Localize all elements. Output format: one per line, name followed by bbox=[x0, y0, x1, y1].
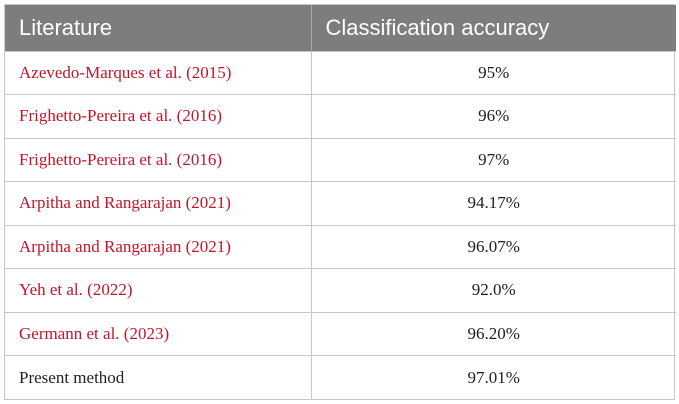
literature-citation-link[interactable]: Arpitha and Rangarajan (2021) bbox=[5, 181, 312, 225]
accuracy-value: 94.17% bbox=[311, 181, 676, 225]
table-header: Literature Classification accuracy bbox=[5, 5, 676, 51]
accuracy-value: 95% bbox=[311, 50, 676, 95]
table-row: Frighetto-Pereira et al. (2016) 97% bbox=[5, 137, 676, 182]
literature-citation-link[interactable]: Yeh et al. (2022) bbox=[5, 268, 312, 312]
literature-citation-link[interactable]: Frighetto-Pereira et al. (2016) bbox=[5, 94, 312, 138]
header-classification-accuracy: Classification accuracy bbox=[311, 5, 676, 51]
accuracy-value: 96% bbox=[311, 94, 676, 138]
table-row: Frighetto-Pereira et al. (2016) 96% bbox=[5, 94, 676, 138]
table-row: Present method 97.01% bbox=[5, 355, 676, 399]
comparison-table-container: Literature Classification accuracy Azeve… bbox=[4, 4, 676, 400]
literature-citation-link[interactable]: Azevedo-Marques et al. (2015) bbox=[5, 50, 312, 95]
header-row: Literature Classification accuracy bbox=[5, 5, 676, 51]
comparison-table: Literature Classification accuracy Azeve… bbox=[5, 5, 676, 399]
literature-citation-link[interactable]: Arpitha and Rangarajan (2021) bbox=[5, 224, 312, 269]
accuracy-value: 96.20% bbox=[311, 311, 676, 356]
literature-citation-link[interactable]: Germann et al. (2023) bbox=[5, 311, 312, 356]
table-row: Germann et al. (2023) 96.20% bbox=[5, 311, 676, 356]
accuracy-value: 92.0% bbox=[311, 268, 676, 312]
table-row: Yeh et al. (2022) 92.0% bbox=[5, 268, 676, 312]
accuracy-value: 96.07% bbox=[311, 224, 676, 269]
header-literature: Literature bbox=[5, 5, 312, 51]
table-row: Arpitha and Rangarajan (2021) 96.07% bbox=[5, 224, 676, 269]
literature-citation-link[interactable]: Frighetto-Pereira et al. (2016) bbox=[5, 137, 312, 182]
table-body: Azevedo-Marques et al. (2015) 95% Frighe… bbox=[5, 50, 676, 399]
accuracy-value: 97.01% bbox=[311, 355, 676, 399]
accuracy-value: 97% bbox=[311, 137, 676, 182]
table-row: Arpitha and Rangarajan (2021) 94.17% bbox=[5, 181, 676, 225]
table-row: Azevedo-Marques et al. (2015) 95% bbox=[5, 50, 676, 95]
literature-present-method: Present method bbox=[5, 355, 312, 399]
